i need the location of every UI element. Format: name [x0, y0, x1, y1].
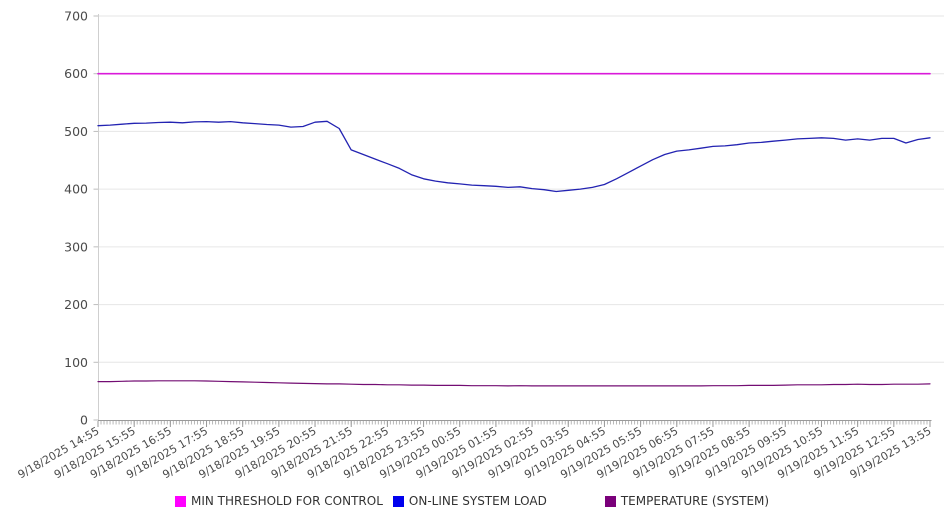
y-tick-label: 100: [64, 355, 88, 370]
series-line-temperature-system: [97, 380, 931, 387]
y-tick-label: 300: [64, 239, 88, 254]
legend-label-online-system-load: ON-LINE SYSTEM LOAD: [408, 494, 547, 508]
legend-item-online-system-load[interactable]: ON-LINE SYSTEM LOAD: [392, 494, 547, 508]
chart-legend: MIN THRESHOLD FOR CONTROL ON-LINE SYSTEM…: [175, 494, 779, 508]
y-tick-label: 700: [64, 9, 88, 24]
y-tick-label: 600: [64, 66, 88, 81]
y-tick-label: 400: [64, 182, 88, 197]
legend-swatch-online-system-load-icon: [392, 495, 404, 507]
legend-swatch-min-threshold-icon: [175, 495, 186, 507]
y-tick-label: 0: [80, 413, 88, 428]
legend-item-min-threshold-for-control[interactable]: MIN THRESHOLD FOR CONTROL: [175, 494, 383, 508]
legend-swatch-temperature-system-icon: [604, 495, 616, 507]
legend-item-temperature-system[interactable]: TEMPERATURE (SYSTEM): [604, 494, 770, 508]
y-tick-label: 200: [64, 297, 88, 312]
legend-label-temperature-system: TEMPERATURE (SYSTEM): [620, 494, 770, 508]
series-line-online-system-load: [97, 120, 931, 193]
x-minor-ticks: [97, 421, 931, 425]
y-tick-label: 500: [64, 124, 88, 139]
legend-label-min-threshold: MIN THRESHOLD FOR CONTROL: [191, 494, 383, 508]
